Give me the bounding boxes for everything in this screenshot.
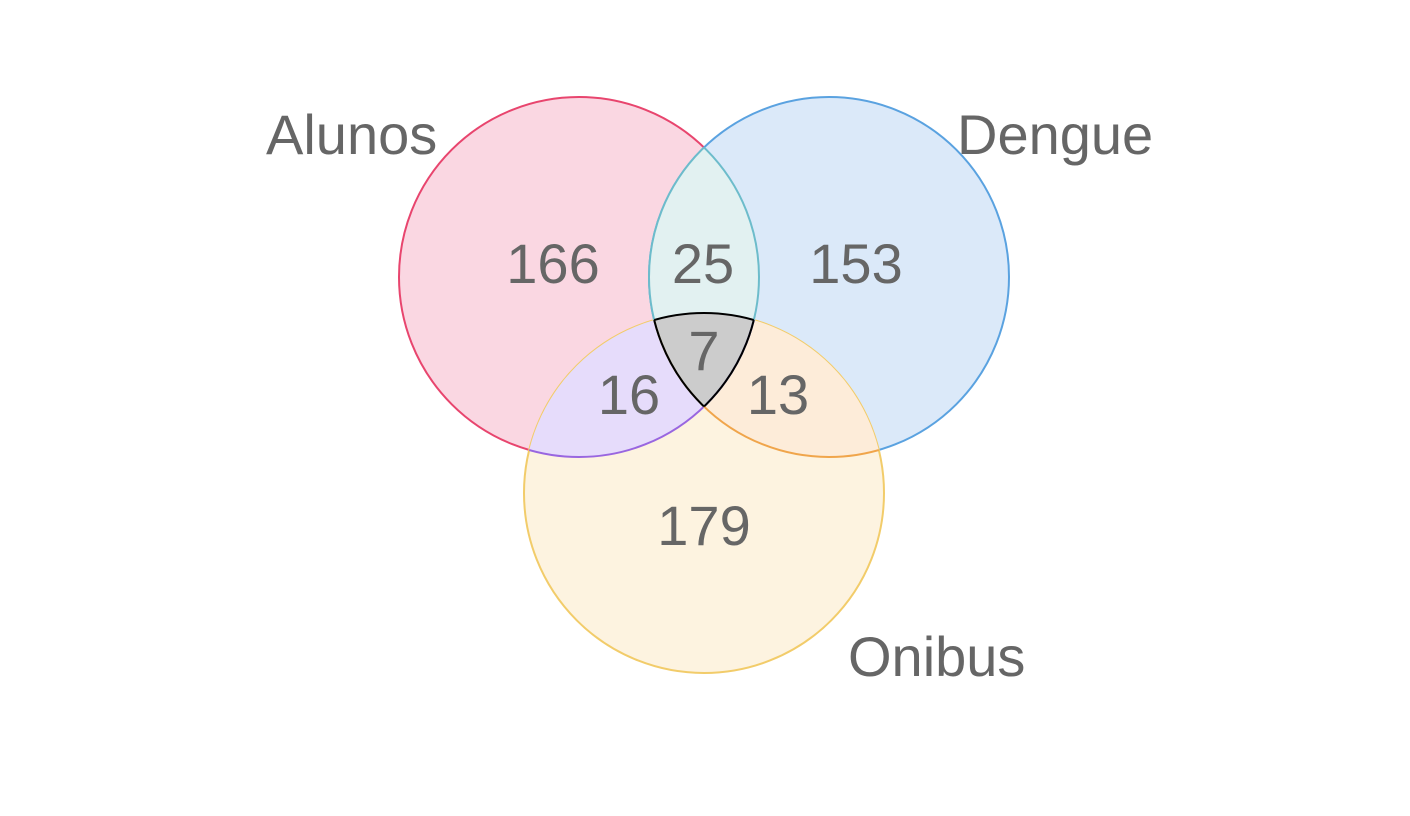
- set-label-alunos: Alunos: [266, 103, 437, 166]
- count-dengue-onibus: 13: [747, 363, 809, 426]
- count-dengue-only: 153: [809, 232, 902, 295]
- count-alunos-dengue: 25: [672, 232, 734, 295]
- count-alunos-only: 166: [506, 232, 599, 295]
- count-alunos-onibus: 16: [598, 363, 660, 426]
- set-label-onibus: Onibus: [848, 625, 1025, 688]
- set-label-dengue: Dengue: [957, 103, 1153, 166]
- count-onibus-only: 179: [657, 494, 750, 557]
- count-all-three: 7: [688, 319, 719, 382]
